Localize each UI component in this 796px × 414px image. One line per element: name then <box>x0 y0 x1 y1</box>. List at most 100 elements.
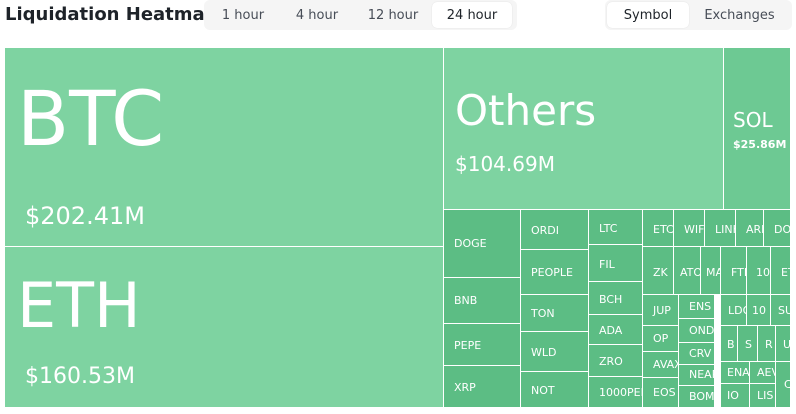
view-option-symbol[interactable]: Symbol <box>607 2 689 28</box>
tile-1000x[interactable]: 1000 <box>747 247 771 295</box>
tile-not[interactable]: NOT <box>521 372 589 408</box>
tile-ordi[interactable]: ORDI <box>521 210 589 250</box>
tile-symbol: WIF <box>684 223 705 236</box>
tile-atom[interactable]: ATOM <box>674 247 701 295</box>
tile-zk[interactable]: ZK <box>643 247 674 295</box>
tile-matic[interactable]: MATIC <box>701 247 721 295</box>
tile-10[interactable]: 10 <box>747 295 771 326</box>
tile-symbol: C <box>784 378 791 391</box>
tile-symbol: BTC <box>17 74 165 163</box>
tile-zro[interactable]: ZRO <box>589 345 643 377</box>
tile-lis[interactable]: LIS <box>750 384 776 408</box>
tile-ldo[interactable]: LDO <box>721 295 747 326</box>
header-bar: Liquidation Heatmap 1 hour 4 hour 12 hou… <box>0 0 796 34</box>
tile-symbol: PEPE <box>454 339 482 352</box>
tile-symbol: FTM <box>731 266 746 279</box>
tile-bch[interactable]: BCH <box>589 282 643 315</box>
tile-near[interactable]: NEAR <box>679 365 715 386</box>
tile-symbol: ATOM <box>680 266 700 279</box>
tile-symbol: ENS <box>689 300 712 313</box>
tile-symbol: OP <box>653 332 669 345</box>
tile-sui[interactable]: SU <box>771 295 791 326</box>
tile-jup[interactable]: JUP <box>643 295 679 326</box>
tile-symbol: AVAX <box>653 358 679 371</box>
tile-s[interactable]: S <box>738 326 758 362</box>
tile-bnb[interactable]: BNB <box>444 278 521 324</box>
tile-symbol: DOGE <box>454 237 487 250</box>
tile-dot[interactable]: DOT <box>764 210 791 247</box>
tile-io[interactable]: IO <box>721 384 750 408</box>
tile-avax[interactable]: AVAX <box>643 352 679 378</box>
tile-etc[interactable]: ETC <box>643 210 674 247</box>
view-option-exchanges[interactable]: Exchanges <box>704 7 775 23</box>
time-option-1h[interactable]: 1 hour <box>221 7 265 23</box>
tile-op[interactable]: OP <box>643 326 679 352</box>
tile-value: $160.53M <box>25 364 135 389</box>
tile-symbol: JUP <box>653 304 671 317</box>
tile-symbol: TON <box>531 307 555 320</box>
tile-symbol: ZRO <box>599 355 623 368</box>
tile-pepe[interactable]: PEPE <box>444 324 521 366</box>
tile-symbol: ONDO <box>689 324 715 337</box>
tile-fil[interactable]: FIL <box>589 245 643 282</box>
tile-symbol: ETC <box>653 223 674 236</box>
view-selector: Symbol Exchanges <box>605 0 792 30</box>
tile-symbol: 10 <box>752 304 766 317</box>
tile-value: $25.86M <box>733 138 787 151</box>
tile-crv[interactable]: CRV <box>679 343 715 365</box>
tile-xrp[interactable]: XRP <box>444 366 521 408</box>
tile-wld[interactable]: WLD <box>521 332 589 372</box>
tile-symbol: LINK <box>715 223 735 236</box>
time-option-24h[interactable]: 24 hour <box>432 2 512 28</box>
tile-symbol: ET <box>781 266 790 279</box>
tile-1000pepe[interactable]: 1000PEPE <box>589 377 643 408</box>
tile-link[interactable]: LINK <box>705 210 736 247</box>
tile-symbol: ARB <box>746 223 763 236</box>
tile-value: $104.69M <box>455 152 555 176</box>
tile-eth[interactable]: ETH $160.53M <box>5 247 444 408</box>
tile-u[interactable]: U <box>776 326 791 362</box>
tile-symbol: ETH <box>17 269 141 342</box>
tile-b[interactable]: B <box>721 326 738 362</box>
tile-symbol: S <box>745 338 752 351</box>
tile-symbol: ADA <box>599 324 623 337</box>
tile-sol[interactable]: SOL $25.86M <box>724 48 791 210</box>
tile-wif[interactable]: WIF <box>674 210 705 247</box>
tile-people[interactable]: PEOPLE <box>521 250 589 295</box>
tile-symbol: 1000PEPE <box>599 386 642 399</box>
tile-symbol: NOT <box>531 384 555 397</box>
tile-others[interactable]: Others $104.69M <box>444 48 724 210</box>
tile-ens[interactable]: ENS <box>679 295 715 319</box>
tile-ftm[interactable]: FTM <box>721 247 747 295</box>
tile-aev[interactable]: AEV <box>750 362 776 384</box>
tile-symbol: SOL <box>733 108 773 132</box>
tile-symbol: LDO <box>728 304 746 317</box>
tile-arb[interactable]: ARB <box>736 210 764 247</box>
liquidation-treemap: BTC $202.41M ETH $160.53M Others $104.69… <box>5 48 791 408</box>
tile-symbol: Others <box>455 86 597 135</box>
tile-r[interactable]: R <box>758 326 776 362</box>
tile-symbol: DOT <box>774 223 791 236</box>
tile-ltc[interactable]: LTC <box>589 210 643 245</box>
tile-eos[interactable]: EOS <box>643 378 679 408</box>
tile-c[interactable]: C <box>776 362 791 408</box>
tile-symbol: ORDI <box>531 224 560 237</box>
tile-symbol: U <box>783 338 791 351</box>
time-option-12h[interactable]: 12 hour <box>367 7 419 23</box>
tile-ena[interactable]: ENA <box>721 362 750 384</box>
tile-ton[interactable]: TON <box>521 295 589 332</box>
time-option-4h[interactable]: 4 hour <box>295 7 339 23</box>
tile-doge[interactable]: DOGE <box>444 210 521 278</box>
tile-symbol: XRP <box>454 381 476 394</box>
tile-symbol: CRV <box>689 347 712 360</box>
tile-symbol: NEAR <box>689 368 714 381</box>
tile-etx[interactable]: ET <box>771 247 791 295</box>
tile-ondo[interactable]: ONDO <box>679 319 715 343</box>
tile-symbol: B <box>727 338 735 351</box>
tile-btc[interactable]: BTC $202.41M <box>5 48 444 247</box>
tile-symbol: ENA <box>727 366 750 379</box>
tile-ada[interactable]: ADA <box>589 315 643 345</box>
tile-symbol: WLD <box>531 346 557 359</box>
